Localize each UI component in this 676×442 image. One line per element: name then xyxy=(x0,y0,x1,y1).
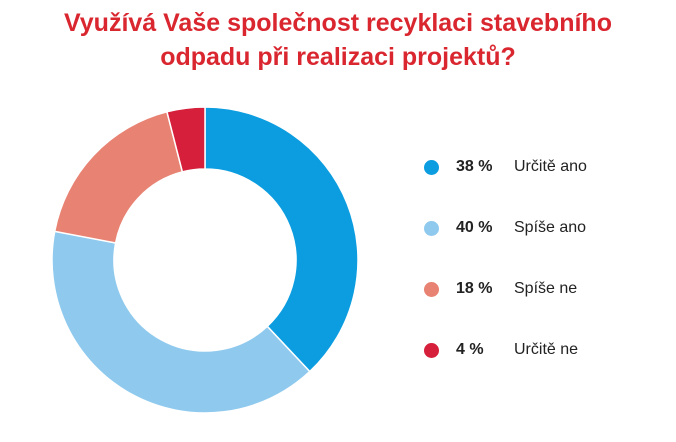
legend-swatch-urcite-ne xyxy=(424,342,439,358)
donut-slice-urcite-ne xyxy=(166,106,206,173)
legend-label-spise-ano: Spíše ano xyxy=(514,219,587,236)
donut-slice-spise-ano xyxy=(51,230,311,414)
chart-title: Využívá Vaše společnost recyklaci staveb… xyxy=(0,6,676,74)
legend-percent-urcite-ano: 38 % xyxy=(456,158,493,175)
legend-label-urcite-ne: Určitě ne xyxy=(514,341,579,358)
legend-item-spise-ano: 40 % Spíše ano xyxy=(424,213,664,243)
donut-slice-spise-ne xyxy=(53,110,184,244)
legend-label-spise-ne: Spíše ne xyxy=(514,280,578,297)
chart-title-line-1: Využívá Vaše společnost recyklaci staveb… xyxy=(64,9,612,37)
legend-percent-spise-ano: 40 % xyxy=(456,219,493,236)
legend-percent-urcite-ne: 4 % xyxy=(456,341,484,358)
legend-swatch-urcite-ano xyxy=(424,159,439,175)
donut-slice-urcite-ano xyxy=(204,106,359,373)
legend-label-urcite-ano: Určitě ano xyxy=(514,158,587,175)
legend-swatch-spise-ano xyxy=(424,220,439,236)
legend-item-urcite-ne: 4 % Určitě ne xyxy=(424,335,664,365)
chart-title-line-2: odpadu při realizaci projektů? xyxy=(160,43,516,71)
legend-item-spise-ne: 18 % Spíše ne xyxy=(424,274,664,304)
legend: 38 % Určitě ano 40 % Spíše ano 18 % Spíš… xyxy=(424,152,664,396)
legend-swatch-spise-ne xyxy=(424,281,439,297)
legend-percent-spise-ne: 18 % xyxy=(456,280,493,297)
legend-item-urcite-ano: 38 % Určitě ano xyxy=(424,152,664,182)
